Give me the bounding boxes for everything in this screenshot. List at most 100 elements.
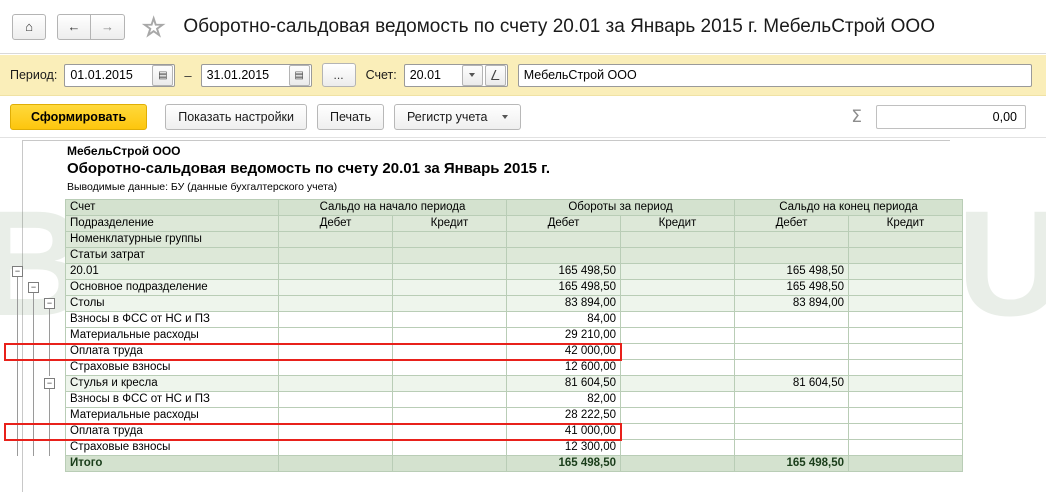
tree-expander[interactable]: − [44, 378, 55, 389]
header-cell-cost-items: Статьи затрат [65, 247, 279, 264]
table-header-row: Счет Сальдо на начало периода Обороты за п… [65, 199, 963, 216]
cell-open_start_d [278, 327, 393, 344]
header-spacer [506, 231, 621, 248]
cell-close_c [848, 375, 963, 392]
show-settings-button[interactable]: Показать настройки [165, 103, 308, 130]
tree-expander[interactable]: − [12, 266, 23, 277]
table-row[interactable]: Материальные расходы 29 210,00 [65, 327, 963, 344]
organization-input[interactable] [518, 64, 1031, 86]
tree-expander[interactable]: − [44, 298, 55, 309]
chevron-down-icon[interactable] [461, 64, 483, 86]
cell-close_d: 165 498,50 [734, 455, 849, 472]
account-label: Счет: [365, 68, 397, 82]
table-row[interactable]: Материальные расходы 28 222,50 [65, 407, 963, 424]
cell-open_start_d [278, 423, 393, 440]
table-row[interactable]: Итого 165 498,50 165 498,50 [65, 455, 963, 472]
forward-button[interactable]: → [91, 13, 125, 40]
header-spacer [848, 247, 963, 264]
row-label: Оплата труда [65, 423, 279, 440]
row-label: Оплата труда [65, 343, 279, 360]
cell-open_start_d [278, 359, 393, 376]
cell-open_start_c [392, 295, 507, 312]
cell-open_start_d [278, 391, 393, 408]
cell-close_d [734, 391, 849, 408]
calendar-icon[interactable]: ▤ [152, 64, 174, 86]
row-label: Страховые взносы [65, 359, 279, 376]
register-button[interactable]: Регистр учета [393, 103, 521, 130]
open-window-icon[interactable]: ⎳ [484, 64, 506, 86]
cell-close_c [848, 311, 963, 328]
page-title: Оборотно-сальдовая ведомость по счету 20… [183, 15, 935, 37]
print-button[interactable]: Печать [317, 103, 384, 130]
cell-open_start_c [392, 423, 507, 440]
generate-button[interactable]: Сформировать [10, 103, 148, 130]
cell-turn_d: 165 498,50 [506, 263, 621, 280]
cell-open_start_c [392, 359, 507, 376]
cell-turn_d: 81 604,50 [506, 375, 621, 392]
table-row[interactable]: 20.01 165 498,50 165 498,50 [65, 263, 963, 280]
table-row[interactable]: Основное подразделение 165 498,50 165 498,… [65, 279, 963, 296]
row-label: Итого [65, 455, 279, 472]
cell-close_c [848, 439, 963, 456]
date-from-field[interactable]: ▤ [64, 63, 176, 87]
table-row[interactable]: Страховые взносы 12 600,00 [65, 359, 963, 376]
table-row[interactable]: Стулья и кресла 81 604,50 81 604,50 [65, 375, 963, 392]
cell-turn_c [620, 311, 735, 328]
home-button[interactable]: ⌂ [12, 13, 46, 40]
cell-turn_d: 165 498,50 [506, 279, 621, 296]
header-group-1: Обороты за период [506, 199, 735, 216]
header-spacer [506, 247, 621, 264]
sigma-icon: Σ [851, 106, 862, 127]
cell-turn_c [620, 455, 735, 472]
tree-expander[interactable]: − [28, 282, 39, 293]
cell-open_start_d [278, 343, 393, 360]
cell-turn_c [620, 359, 735, 376]
header-spacer [620, 247, 735, 264]
calendar-icon[interactable]: ▤ [288, 64, 310, 86]
table-row[interactable]: Страховые взносы 12 300,00 [65, 439, 963, 456]
cell-close_d [734, 359, 849, 376]
row-label: 20.01 [65, 263, 279, 280]
header-spacer [734, 231, 849, 248]
more-settings-button[interactable]: ... [321, 63, 356, 87]
header-group-2: Сальдо на конец периода [734, 199, 963, 216]
date-to-field[interactable]: ▤ [200, 63, 312, 87]
cell-open_start_c [392, 455, 507, 472]
cell-open_start_c [392, 391, 507, 408]
period-label: Период: [10, 68, 58, 82]
cell-turn_c [620, 263, 735, 280]
table-subheader-row: Номенклатурные группы [65, 231, 963, 248]
cell-close_c [848, 263, 963, 280]
header-sub-1: Кредит [392, 215, 507, 232]
sum-value-field[interactable]: 0,00 [876, 104, 1026, 129]
date-from-input[interactable] [65, 64, 152, 86]
table-row[interactable]: Столы 83 894,00 83 894,00 [65, 295, 963, 312]
table-row[interactable]: Взносы в ФСС от НС и ПЗ 84,00 [65, 311, 963, 328]
arrow-right-icon: → [101, 19, 114, 34]
table-row[interactable]: Оплата труда 42 000,00 [65, 343, 963, 360]
star-icon[interactable]: ☆ [141, 11, 166, 42]
table-subheader-row: Статьи затрат [65, 247, 963, 264]
row-label: Стулья и кресла [65, 375, 279, 392]
date-to-input[interactable] [201, 64, 288, 86]
tree-line [17, 277, 18, 456]
cell-close_d [734, 343, 849, 360]
cell-open_start_d [278, 375, 393, 392]
table-row[interactable]: Оплата труда 41 000,00 [65, 423, 963, 440]
tree-line [49, 309, 50, 376]
chevron-down-icon [501, 114, 508, 119]
header-cell-subdivision: Подразделение [65, 215, 279, 232]
account-field[interactable]: ⎳ [403, 63, 508, 87]
account-input[interactable] [404, 64, 461, 86]
table-row[interactable]: Взносы в ФСС от НС и ПЗ 82,00 [65, 391, 963, 408]
header-sub-4: Дебет [734, 215, 849, 232]
cell-turn_d: 84,00 [506, 311, 621, 328]
report-title: Оборотно-сальдовая ведомость по счету 20… [67, 160, 551, 177]
back-button[interactable]: ← [57, 13, 91, 40]
cell-open_start_c [392, 343, 507, 360]
header-sub-3: Кредит [620, 215, 735, 232]
organization-field[interactable] [517, 63, 1032, 87]
cell-open_start_c [392, 279, 507, 296]
home-icon: ⌂ [25, 19, 33, 34]
